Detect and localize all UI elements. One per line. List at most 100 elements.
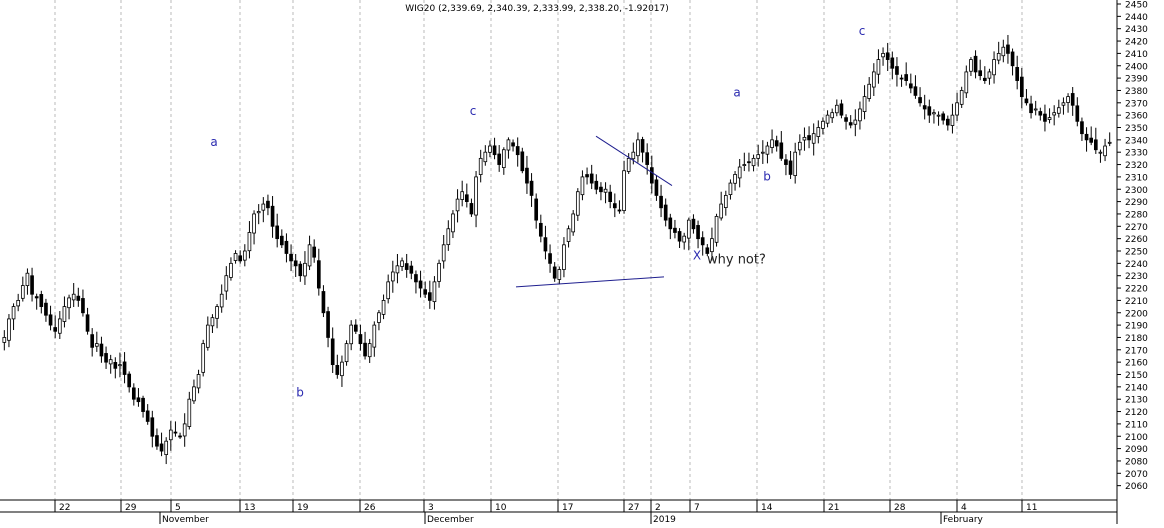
x-tick-label: 26 <box>364 503 376 513</box>
y-tick-label: 2230 <box>1125 272 1148 282</box>
down-candle <box>844 117 848 122</box>
up-candle <box>936 114 941 117</box>
down-candle <box>885 52 890 60</box>
y-tick-label: 2380 <box>1125 87 1148 97</box>
down-candle <box>594 180 599 190</box>
y-tick-label: 2090 <box>1125 445 1148 455</box>
up-candle <box>1047 117 1052 120</box>
down-candle <box>511 142 515 147</box>
up-candle <box>825 114 830 124</box>
down-candle <box>76 295 81 301</box>
down-candle <box>599 186 603 193</box>
down-candle <box>973 55 978 73</box>
wave-label: b <box>763 170 771 184</box>
down-candle <box>145 410 150 422</box>
month-label: November <box>162 515 209 524</box>
x-tick-label: 14 <box>761 503 773 513</box>
up-candle <box>62 306 67 322</box>
down-candle <box>409 265 414 274</box>
up-candle <box>215 306 219 319</box>
up-candle <box>562 244 566 270</box>
up-candle <box>1052 112 1057 116</box>
up-candle <box>802 136 807 141</box>
up-candle <box>460 191 465 200</box>
down-candle <box>1019 76 1024 98</box>
up-candle <box>67 297 71 309</box>
up-candle <box>344 343 349 363</box>
up-candle <box>816 127 821 137</box>
down-candle <box>890 57 895 69</box>
down-candle <box>127 373 132 388</box>
up-candle <box>811 133 816 144</box>
down-candle <box>122 361 127 375</box>
down-candle <box>178 435 182 438</box>
down-candle <box>774 140 779 147</box>
y-tick-label: 2150 <box>1125 371 1148 381</box>
down-candle <box>904 74 909 81</box>
up-candle <box>867 83 872 99</box>
up-candle <box>474 176 478 216</box>
up-candle <box>626 157 631 172</box>
up-candle <box>686 219 691 239</box>
up-candle <box>557 269 562 280</box>
down-candle <box>978 70 983 77</box>
down-candle <box>39 294 44 307</box>
x-tick-label: 21 <box>828 503 839 513</box>
down-candle <box>1075 105 1080 122</box>
up-candle <box>964 71 969 94</box>
up-candle <box>25 272 30 286</box>
down-candle <box>414 274 418 283</box>
up-candle <box>830 112 835 119</box>
down-candle <box>538 222 543 237</box>
down-candle <box>899 77 904 80</box>
up-candle <box>1001 46 1006 57</box>
down-candle <box>784 159 788 165</box>
down-candle <box>673 227 677 233</box>
up-candle <box>187 398 192 427</box>
down-candle <box>982 77 987 81</box>
down-candle <box>927 106 932 116</box>
y-tick-label: 2370 <box>1125 99 1148 109</box>
y-tick-label: 2180 <box>1125 334 1148 344</box>
y-tick-label: 2420 <box>1125 38 1148 48</box>
down-candle <box>663 204 668 221</box>
up-candle <box>2 337 7 343</box>
up-candle <box>20 285 25 299</box>
down-candle <box>1043 113 1047 122</box>
y-tick-label: 2290 <box>1125 198 1148 208</box>
up-candle <box>201 343 206 373</box>
down-candle <box>48 314 53 326</box>
down-candle <box>945 118 950 126</box>
down-candle <box>1015 67 1020 81</box>
x-tick-label: 3 <box>428 503 434 513</box>
up-candle <box>242 250 247 261</box>
down-candle <box>525 167 529 184</box>
down-candle <box>617 209 622 212</box>
down-candle <box>30 275 34 295</box>
down-candle <box>159 443 164 452</box>
up-candle <box>1033 108 1038 111</box>
down-candle <box>529 180 534 196</box>
x-tick-label: 10 <box>495 503 507 513</box>
down-candle <box>913 86 918 96</box>
down-candle <box>497 153 502 165</box>
up-candle <box>1066 96 1070 103</box>
down-candle <box>404 263 409 270</box>
down-candle <box>807 135 811 141</box>
down-candle <box>520 151 525 172</box>
wave-label: a <box>733 86 740 100</box>
down-candle <box>270 205 275 227</box>
up-candle <box>205 324 210 348</box>
y-tick-label: 2300 <box>1125 186 1148 196</box>
down-candle <box>941 113 946 121</box>
down-candle <box>279 235 284 246</box>
down-candle <box>131 387 136 400</box>
up-candle <box>821 120 825 129</box>
up-candle <box>622 170 626 211</box>
wave-label: X <box>693 249 701 263</box>
y-tick-label: 2390 <box>1125 75 1148 85</box>
down-candle <box>895 66 899 75</box>
down-candle <box>1006 44 1010 54</box>
up-candle <box>182 423 187 437</box>
